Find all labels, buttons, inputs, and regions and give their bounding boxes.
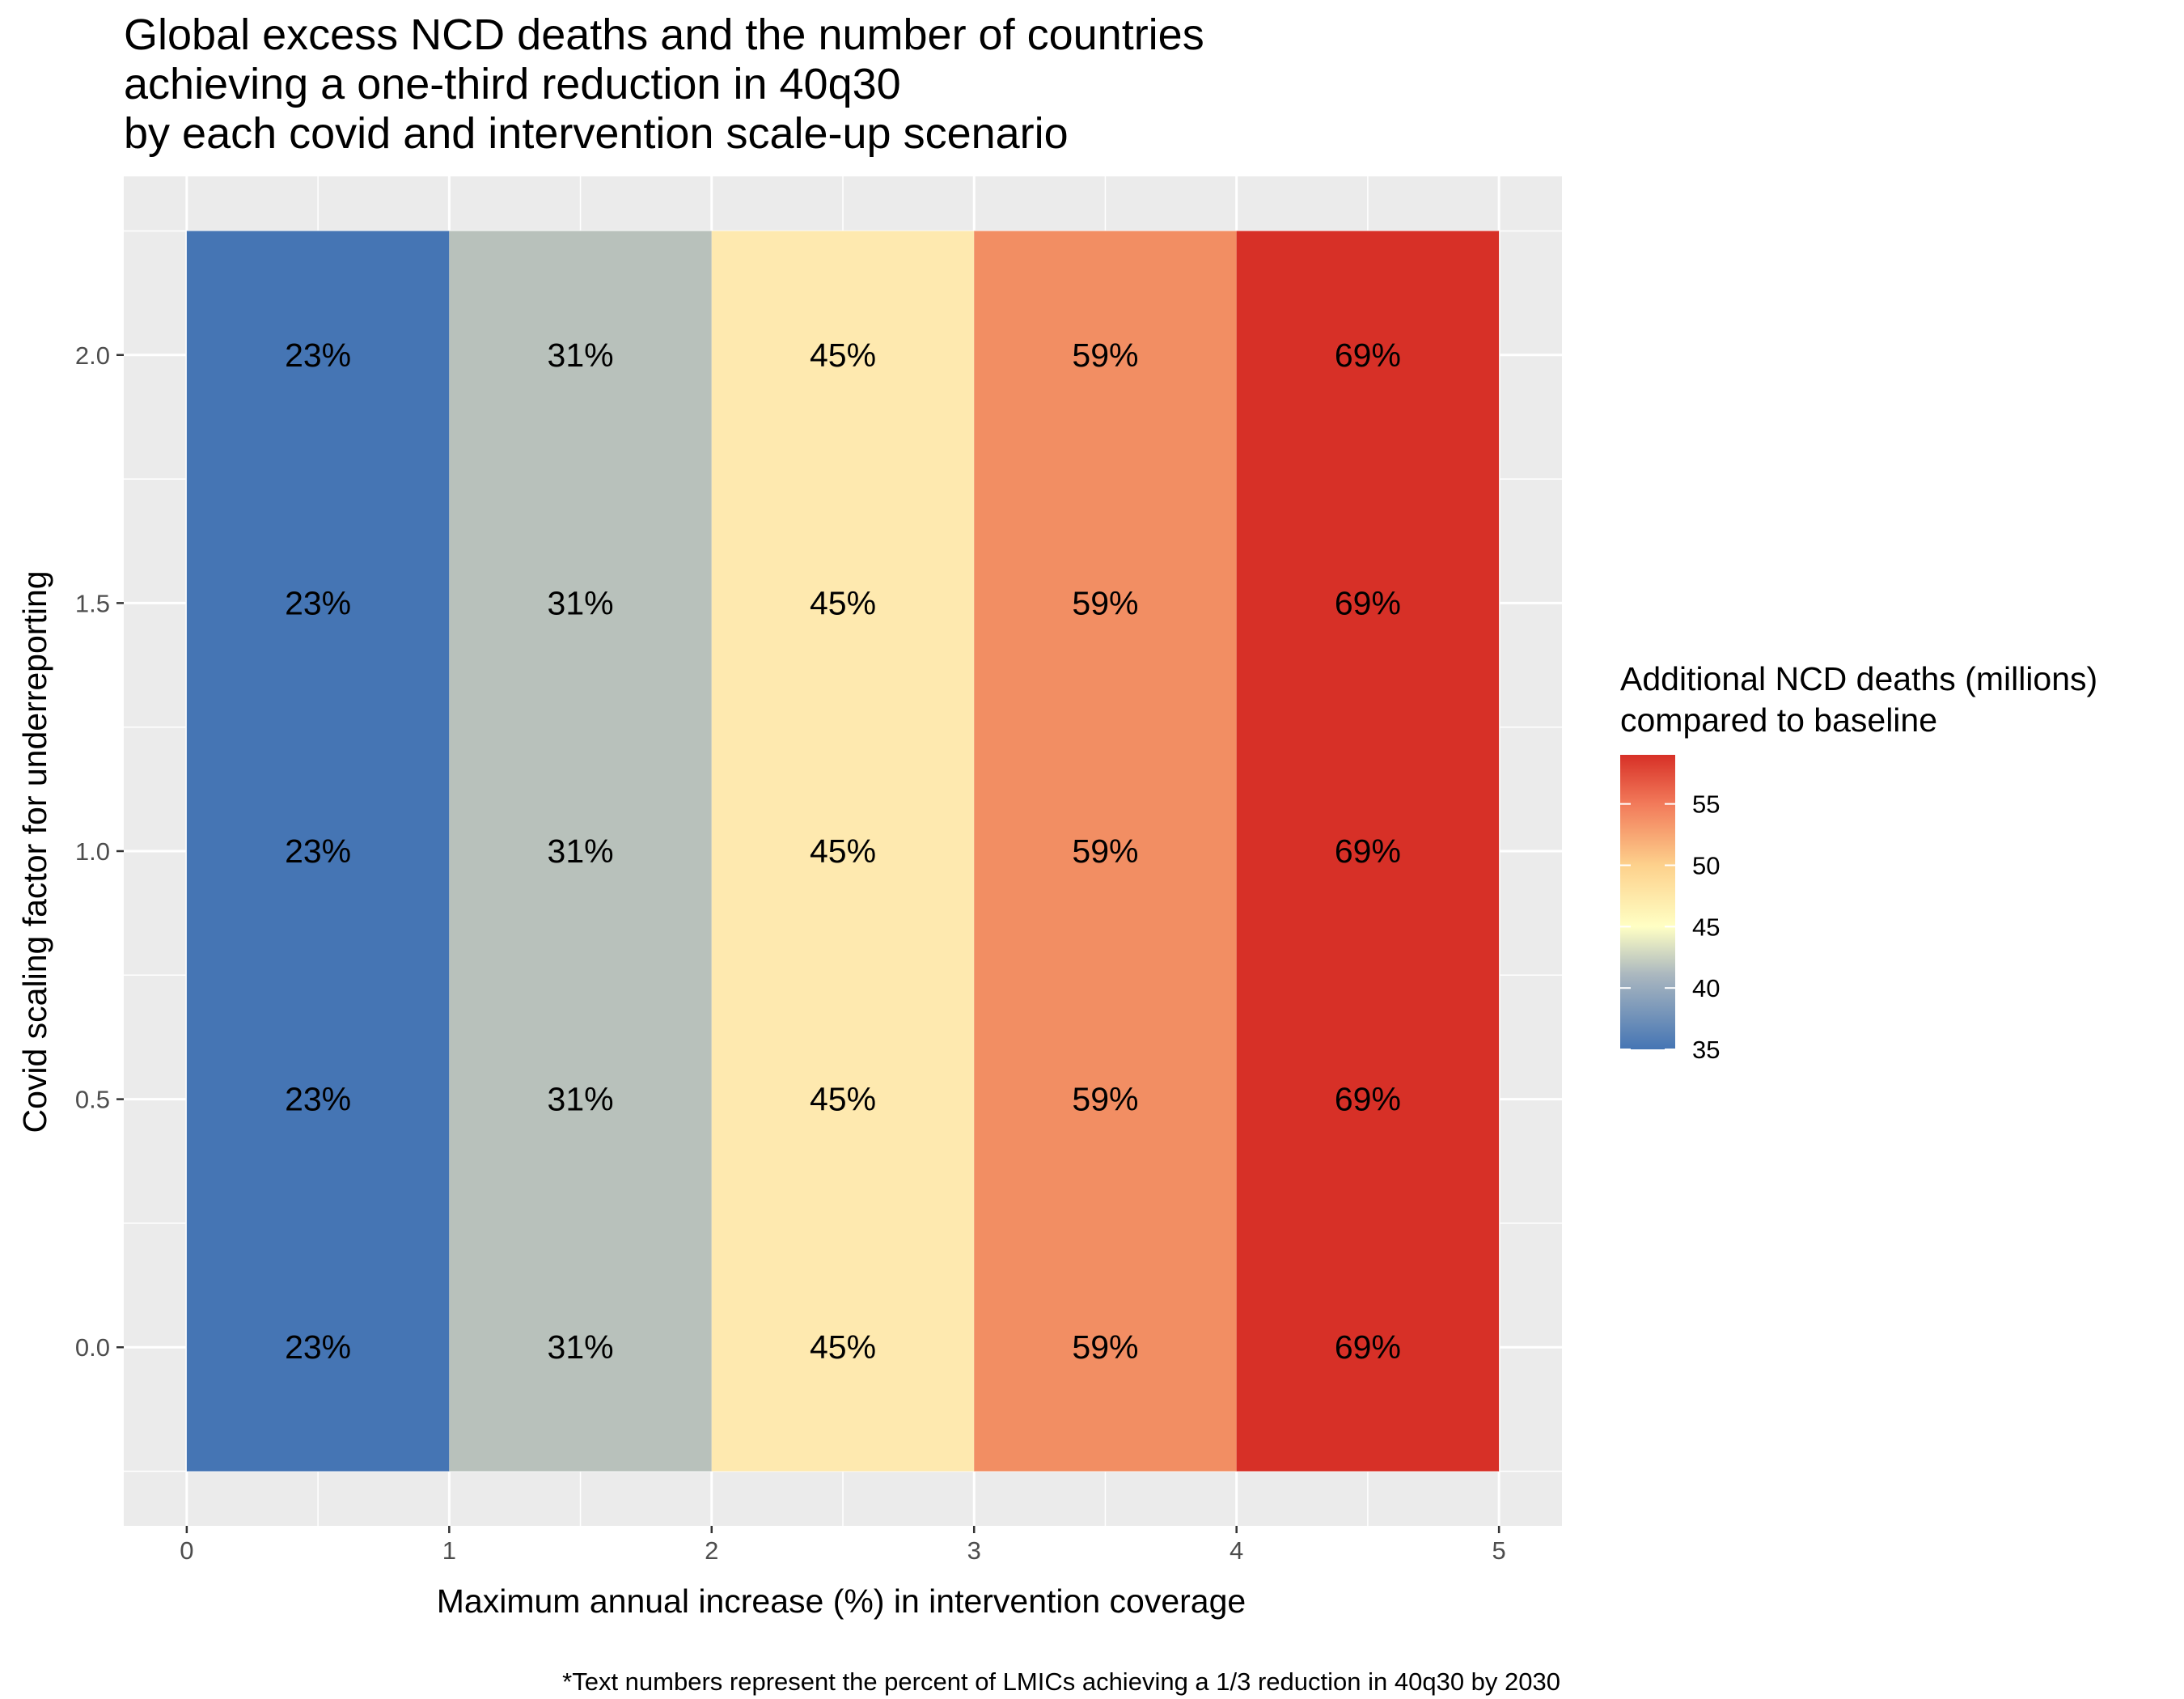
legend-colorbar	[1620, 755, 1675, 1049]
legend-tick-label: 45	[1692, 913, 1720, 941]
x-tick-label: 2	[705, 1536, 718, 1565]
cell-label: 69%	[1335, 1328, 1401, 1366]
cell-label: 59%	[1072, 833, 1138, 870]
heatmap-tile-col-3	[711, 231, 975, 1472]
x-tick-label: 4	[1230, 1536, 1243, 1565]
cell-label: 45%	[810, 833, 876, 870]
cell-label: 69%	[1335, 1081, 1401, 1118]
heatmap-tile-col-4	[974, 231, 1237, 1472]
cell-labels: 23% 31% 45% 59% 69% 23% 31% 45% 59% 69% 23% 31% 45% 5…	[285, 337, 1401, 1366]
heatmap-tile-col-1	[186, 231, 450, 1472]
cell-label: 69%	[1335, 337, 1401, 374]
heatmap-tile-col-5	[1236, 231, 1500, 1472]
cell-label: 45%	[810, 1081, 876, 1118]
cell-label: 23%	[285, 337, 351, 374]
legend-ticks: 35 40 45 50 55	[1620, 790, 1720, 1064]
x-tick-label: 3	[967, 1536, 981, 1565]
cell-label: 59%	[1072, 337, 1138, 374]
y-tick-label: 1.0	[75, 837, 110, 866]
color-legend: Additional NCD deaths (millions) compare…	[1620, 660, 2097, 1064]
x-tick-label: 1	[442, 1536, 456, 1565]
cell-label: 45%	[810, 584, 876, 621]
cell-label: 69%	[1335, 584, 1401, 621]
y-axis-title: Covid scaling factor for underreporting	[16, 570, 53, 1133]
legend-title-line-1: Additional NCD deaths (millions)	[1620, 660, 2097, 697]
legend-tick-label: 50	[1692, 852, 1720, 880]
legend-title-line-2: compared to baseline	[1620, 701, 1937, 739]
y-tick-label: 0.5	[75, 1086, 110, 1114]
x-axis: 0 1 2 3 4 5	[180, 1526, 1506, 1565]
legend-tick-label: 40	[1692, 974, 1720, 1002]
cell-label: 31%	[548, 1081, 614, 1118]
cell-label: 59%	[1072, 1081, 1138, 1118]
x-tick-label: 0	[180, 1536, 193, 1565]
chart-title-line-2: achieving a one-third reduction in 40q30	[124, 60, 901, 108]
cell-label: 31%	[548, 833, 614, 870]
x-tick-label: 5	[1492, 1536, 1506, 1565]
cell-label: 23%	[285, 1081, 351, 1118]
y-axis: 0.0 0.5 1.0 1.5 2.0	[75, 341, 124, 1362]
cell-label: 45%	[810, 337, 876, 374]
chart-title: Global excess NCD deaths and the number …	[124, 11, 1204, 158]
legend-tick-label: 55	[1692, 790, 1720, 819]
y-tick-label: 1.5	[75, 589, 110, 617]
cell-label: 31%	[548, 584, 614, 621]
x-axis-title: Maximum annual increase (%) in intervent…	[437, 1582, 1246, 1620]
chart-title-line-1: Global excess NCD deaths and the number …	[124, 11, 1204, 59]
cell-label: 31%	[548, 1328, 614, 1366]
legend-tick-label: 35	[1692, 1036, 1720, 1064]
cell-label: 23%	[285, 584, 351, 621]
y-tick-label: 0.0	[75, 1333, 110, 1362]
y-tick-label: 2.0	[75, 341, 110, 370]
chart-caption: *Text numbers represent the percent of L…	[562, 1667, 1560, 1696]
cell-label: 31%	[548, 337, 614, 374]
cell-label: 45%	[810, 1328, 876, 1366]
cell-label: 69%	[1335, 833, 1401, 870]
cell-label: 23%	[285, 1328, 351, 1366]
cell-label: 23%	[285, 833, 351, 870]
cell-label: 59%	[1072, 584, 1138, 621]
heatmap-tiles	[186, 231, 1500, 1472]
heatmap-tile-col-2	[449, 231, 712, 1472]
chart-title-line-3: by each covid and intervention scale-up …	[124, 109, 1069, 158]
cell-label: 59%	[1072, 1328, 1138, 1366]
